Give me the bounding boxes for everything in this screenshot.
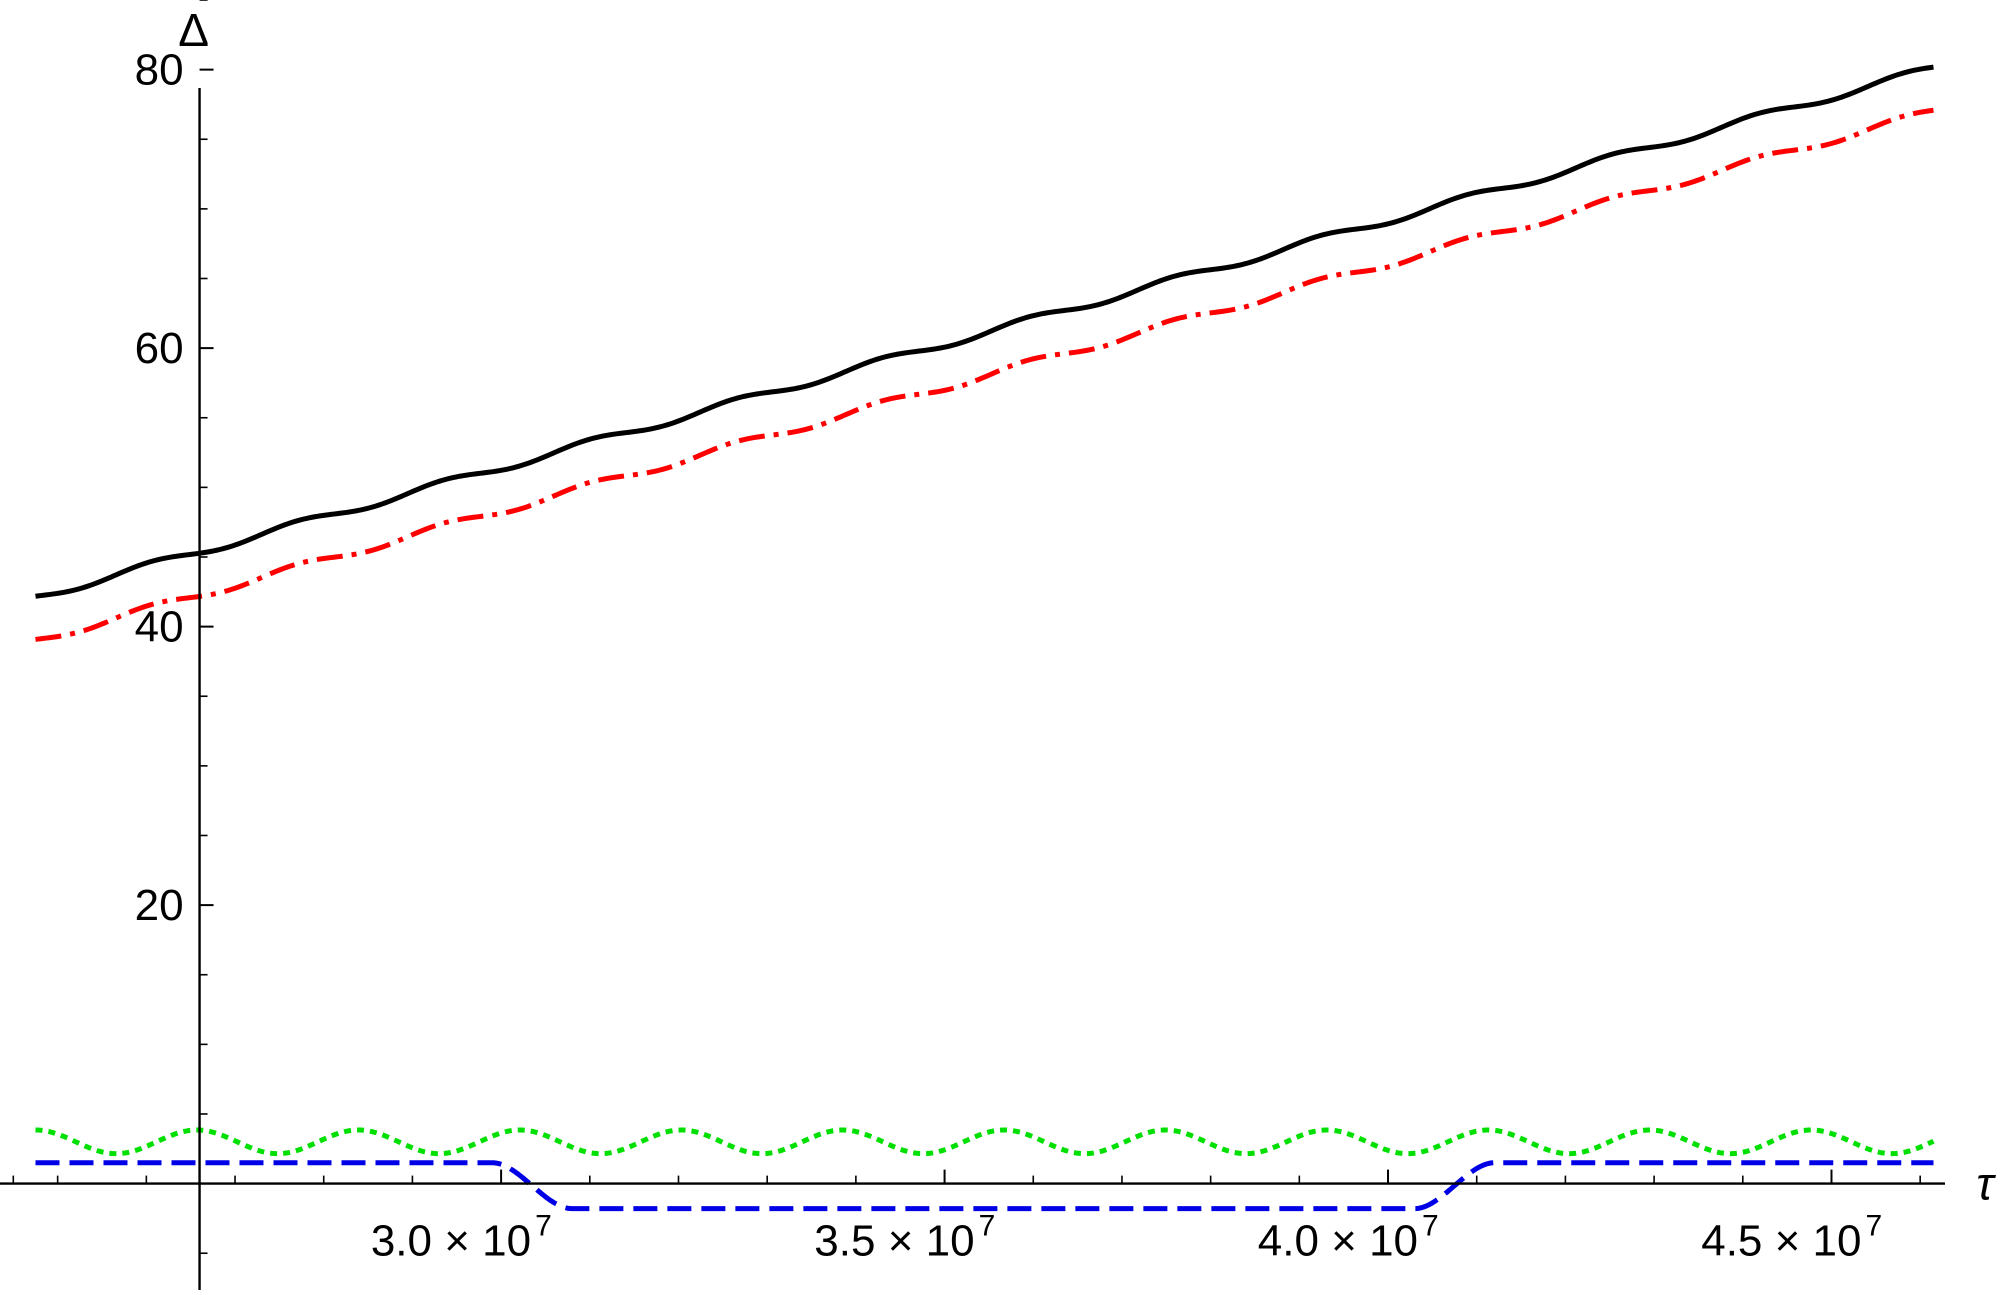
- x-tick-mantissa: 4.0: [1258, 1217, 1319, 1266]
- x-tick-exponent: 7: [1422, 1210, 1439, 1243]
- x-tick-exponent: 7: [535, 1210, 552, 1243]
- x-tick-mantissa: 3.0: [371, 1217, 432, 1266]
- x-tick-label: 3.5 × 10: [814, 1217, 974, 1266]
- x-tick-label: 4.5 × 10: [1701, 1217, 1861, 1266]
- series-layer: [35, 64, 1935, 1212]
- x-tick-multiplier: × 10: [1762, 1217, 1861, 1266]
- x-tick-label: 4.0 × 10: [1258, 1217, 1418, 1266]
- y-tick-label: 80: [135, 46, 184, 95]
- axes-layer: [0, 0, 1945, 1290]
- x-axis-label: τ: [1976, 1158, 1996, 1210]
- series-line-1: [35, 64, 1934, 599]
- y-tick-label: 60: [135, 324, 184, 373]
- x-tick-label: 3.0 × 10: [371, 1217, 531, 1266]
- y-tick-label: 40: [135, 603, 184, 652]
- y-tick-label: 20: [135, 881, 184, 930]
- x-tick-multiplier: × 10: [432, 1217, 531, 1266]
- x-tick-multiplier: × 10: [1319, 1217, 1418, 1266]
- series-line-3: [35, 1127, 1935, 1157]
- x-tick-mantissa: 3.5: [814, 1217, 875, 1266]
- x-tick-mantissa: 4.5: [1701, 1217, 1762, 1266]
- series-line-4: [35, 1160, 1934, 1212]
- x-tick-multiplier: × 10: [875, 1217, 974, 1266]
- x-tick-exponent: 7: [1865, 1210, 1882, 1243]
- y-axis-label: Δ: [178, 4, 209, 56]
- x-tick-exponent: 7: [979, 1210, 996, 1243]
- series-line-2: [35, 107, 1934, 642]
